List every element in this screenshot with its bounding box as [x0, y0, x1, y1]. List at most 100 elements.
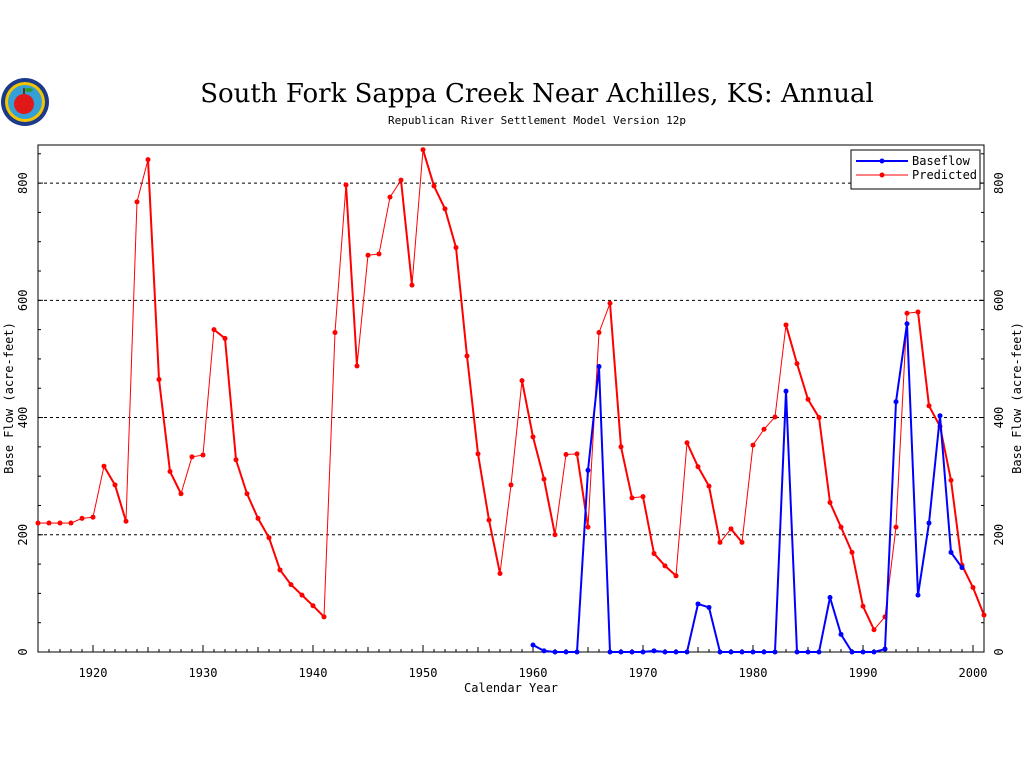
data-point [959, 565, 965, 571]
data-point [574, 451, 580, 457]
data-point [376, 251, 382, 257]
series-segment [554, 454, 567, 535]
chart-subtitle: Republican River Settlement Model Versio… [388, 114, 686, 127]
x-axis-label: Calendar Year [464, 681, 558, 695]
data-point [365, 252, 371, 258]
series-segment [235, 459, 248, 495]
series-segment [499, 484, 512, 574]
data-point [321, 614, 327, 620]
data-point [629, 495, 635, 501]
data-point [882, 646, 888, 652]
series-segment [807, 398, 820, 419]
data-point [761, 426, 767, 432]
series-segment [818, 597, 831, 653]
series-segment [587, 366, 600, 471]
data-point [794, 649, 800, 655]
series-segment [576, 470, 589, 653]
data-point [948, 477, 954, 483]
data-point [871, 627, 877, 633]
y-tick-label-left: 400 [16, 407, 30, 429]
y-axis-label-left: Base Flow (acre-feet) [2, 322, 16, 474]
series-segment [895, 313, 908, 528]
series-segment [488, 519, 501, 574]
series-segment [796, 363, 809, 400]
series-segment [147, 159, 160, 380]
data-point [563, 649, 569, 655]
series-segment [917, 311, 930, 406]
series-segment [675, 442, 688, 576]
data-point [167, 468, 173, 474]
data-point [783, 388, 789, 394]
series-baseflow [530, 321, 965, 655]
data-point [739, 649, 745, 655]
data-point [618, 444, 624, 450]
x-tick-label: 2000 [959, 666, 988, 680]
data-point [519, 378, 525, 384]
y-tick-label-right: 400 [992, 407, 1006, 429]
data-point [618, 649, 624, 655]
data-point [530, 642, 536, 648]
data-point [838, 524, 844, 530]
data-point [728, 526, 734, 532]
data-point [541, 648, 547, 654]
series-segment [862, 605, 875, 631]
series-segment [466, 355, 479, 455]
data-point [684, 649, 690, 655]
data-point [398, 177, 404, 183]
data-point [409, 282, 415, 288]
data-point [35, 520, 41, 526]
data-point [46, 520, 52, 526]
series-segment [950, 551, 963, 569]
data-point [893, 524, 899, 530]
series-segment [653, 552, 666, 567]
series-segment [125, 201, 138, 522]
data-point [563, 451, 569, 457]
data-point [695, 601, 701, 607]
legend-marker-predicted [879, 172, 885, 178]
data-point [816, 649, 822, 655]
data-point [717, 539, 723, 545]
data-point [585, 467, 591, 473]
data-point [816, 415, 822, 421]
data-point [530, 434, 536, 440]
data-point [739, 539, 745, 545]
series-segment [290, 583, 303, 596]
data-point [156, 376, 162, 382]
data-point [772, 414, 778, 420]
series-segment [829, 502, 842, 528]
data-point [607, 649, 613, 655]
series-segment [708, 607, 721, 653]
y-tick-label-left: 800 [16, 172, 30, 194]
series-segment [620, 446, 633, 499]
series-segment [598, 366, 611, 653]
series-segment [323, 332, 336, 617]
data-point [475, 451, 481, 457]
y-tick-label-left: 600 [16, 289, 30, 311]
data-point [860, 603, 866, 609]
series-segment [609, 303, 622, 447]
series-segment [532, 436, 545, 480]
data-point [838, 631, 844, 637]
series-segment [279, 569, 292, 586]
series-segment [785, 324, 798, 364]
y-tick-label-right: 200 [992, 524, 1006, 546]
series-segment [92, 466, 105, 518]
series-segment [884, 401, 897, 650]
series-segment [301, 594, 314, 607]
data-point [673, 573, 679, 579]
series-segment [224, 338, 237, 460]
series-segment [477, 453, 490, 521]
data-point [420, 147, 426, 153]
y-axis-right: 0 200 400 600 800 [979, 153, 1006, 656]
data-point [387, 194, 393, 200]
data-point [68, 520, 74, 526]
data-point [310, 603, 316, 609]
series-segment [917, 522, 930, 596]
series-segment [521, 380, 534, 438]
data-point [651, 648, 657, 654]
data-point [354, 363, 360, 369]
series-segment [697, 466, 710, 487]
series-segment [719, 528, 732, 543]
data-point [574, 649, 580, 655]
data-point [288, 582, 294, 588]
